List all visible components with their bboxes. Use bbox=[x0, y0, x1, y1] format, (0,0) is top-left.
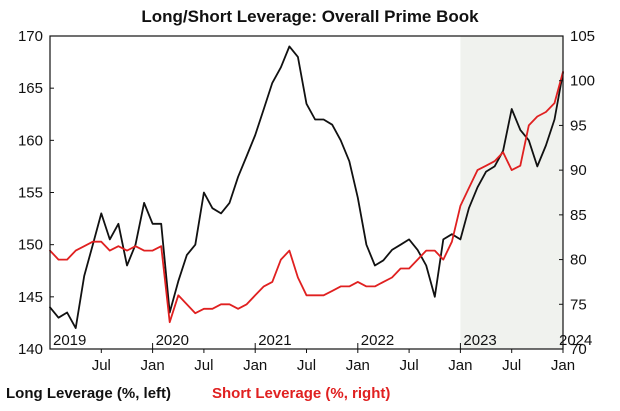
shaded-region-2023 bbox=[460, 36, 563, 349]
legend-long-leverage: Long Leverage (%, left) bbox=[6, 385, 171, 402]
month-label: Jul bbox=[194, 357, 213, 374]
left-tick-label: 145 bbox=[18, 289, 43, 306]
left-tick-label: 165 bbox=[18, 80, 43, 97]
left-tick-label: 160 bbox=[18, 132, 43, 149]
year-label: 2023 bbox=[463, 332, 496, 349]
left-tick-label: 155 bbox=[18, 185, 43, 202]
month-label: Jul bbox=[502, 357, 521, 374]
year-label: 2020 bbox=[156, 332, 189, 349]
right-tick-label: 75 bbox=[570, 296, 587, 313]
left-axis: 140 145 150 155 160 165 170 bbox=[18, 28, 54, 358]
right-axis: 70 75 80 85 90 95 100 105 bbox=[559, 28, 595, 358]
right-tick-label: 100 bbox=[570, 73, 595, 90]
left-tick-label: 150 bbox=[18, 237, 43, 254]
month-label: Jul bbox=[297, 357, 316, 374]
right-tick-label: 105 bbox=[570, 28, 595, 45]
month-label: Jan bbox=[551, 357, 575, 374]
month-label: Jan bbox=[141, 357, 165, 374]
year-label: 2022 bbox=[361, 332, 394, 349]
year-labels: 2019 2020 2021 2022 2023 2024 bbox=[49, 332, 592, 349]
left-tick-label: 170 bbox=[18, 28, 43, 45]
series-lines bbox=[49, 45, 564, 330]
month-labels: Jul Jan Jul Jan Jul Jan Jul Jan Jul Jan bbox=[92, 349, 575, 374]
month-label: Jan bbox=[346, 357, 370, 374]
right-tick-label: 95 bbox=[570, 117, 587, 134]
right-tick-label: 70 bbox=[570, 341, 587, 358]
left-tick-label: 140 bbox=[18, 341, 43, 358]
month-label: Jul bbox=[400, 357, 419, 374]
year-label: 2021 bbox=[258, 332, 291, 349]
right-tick-label: 90 bbox=[570, 162, 587, 179]
month-label: Jan bbox=[448, 357, 472, 374]
series-short-leverage-line bbox=[49, 70, 564, 324]
series-long-leverage-line bbox=[49, 45, 564, 330]
right-tick-label: 85 bbox=[570, 207, 587, 224]
right-tick-label: 80 bbox=[570, 252, 587, 269]
chart-title: Long/Short Leverage: Overall Prime Book bbox=[141, 7, 479, 26]
month-label: Jan bbox=[243, 357, 267, 374]
year-label: 2019 bbox=[53, 332, 86, 349]
year-label: 2024 bbox=[559, 332, 592, 349]
legend-short-leverage: Short Leverage (%, right) bbox=[212, 385, 390, 402]
month-label: Jul bbox=[92, 357, 111, 374]
